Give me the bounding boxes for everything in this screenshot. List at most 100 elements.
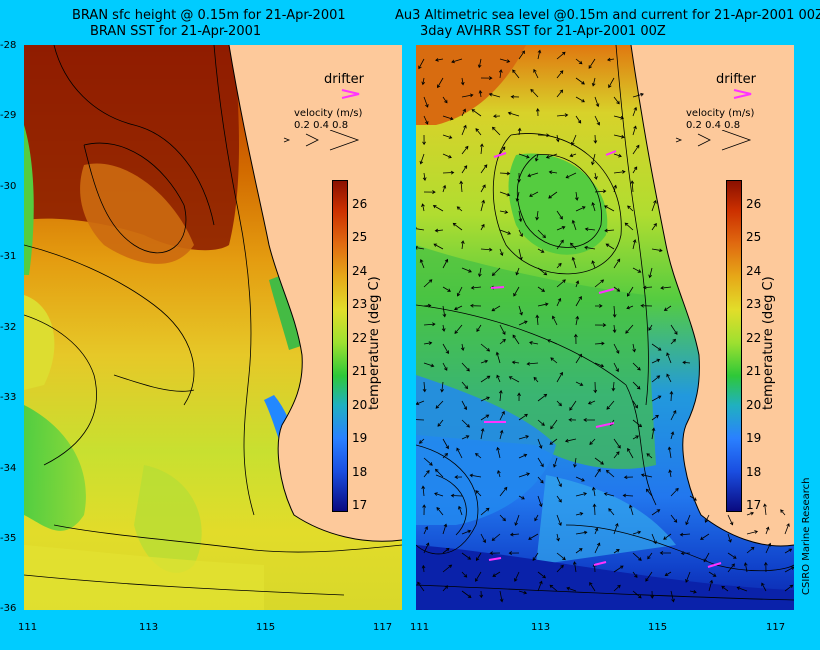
current-vector-arrow <box>478 89 483 98</box>
current-vector-arrow <box>556 495 562 503</box>
current-vector-arrow <box>632 530 642 535</box>
current-vector-arrow <box>434 468 444 478</box>
current-vector-arrow <box>491 267 501 276</box>
current-vector-arrow <box>423 322 436 327</box>
current-vector-arrow <box>416 245 425 250</box>
current-vector-arrow <box>480 396 490 402</box>
current-vector-arrow <box>575 58 583 65</box>
current-vector-arrow <box>517 392 521 402</box>
current-vector-arrow <box>607 57 615 62</box>
lat-tick: -30 <box>0 181 17 192</box>
current-vector-arrow <box>627 286 634 297</box>
current-vector-arrow <box>442 523 448 535</box>
current-vector-arrow <box>575 115 582 124</box>
current-vector-arrow <box>594 527 599 535</box>
current-vector-arrow <box>685 571 691 583</box>
current-vector-arrow <box>461 145 469 155</box>
current-vector-arrow <box>537 495 543 508</box>
current-vector-arrow <box>423 96 429 108</box>
credit-text: CSIRO Marine Research <box>801 477 812 595</box>
current-vector-arrow <box>640 303 653 308</box>
current-vector-arrow <box>456 447 463 459</box>
current-vector-arrow <box>453 305 463 311</box>
current-vector-arrow <box>518 472 531 478</box>
current-vector-arrow <box>784 548 793 554</box>
right-title-line2: 3day AVHRR SST for 21-Apr-2001 00Z <box>420 24 666 39</box>
current-vector-arrow <box>587 400 596 405</box>
current-vector-arrow <box>423 470 430 478</box>
current-vector-arrow <box>584 227 596 232</box>
current-vector-arrow <box>670 338 677 345</box>
current-vector-arrow <box>526 361 539 366</box>
current-vector-arrow <box>632 419 643 428</box>
colorbar-tick: 25 <box>352 230 368 244</box>
current-vector-arrow <box>499 58 511 63</box>
current-vector-arrow <box>663 305 672 311</box>
current-vector-arrow <box>584 245 596 250</box>
current-vector-arrow <box>460 343 465 351</box>
current-vector-arrow <box>492 571 501 577</box>
current-vector-arrow <box>670 431 675 440</box>
current-vector-arrow <box>458 505 463 516</box>
current-vector-arrow <box>575 206 586 212</box>
current-vector-arrow <box>499 171 511 176</box>
current-vector-arrow <box>556 514 562 527</box>
current-vector-arrow <box>461 419 470 428</box>
current-vector-arrow <box>537 419 545 426</box>
current-vector-arrow <box>613 343 620 354</box>
current-vector-arrow <box>469 473 482 478</box>
current-vector-arrow <box>571 219 577 231</box>
current-vector-arrow <box>548 191 558 199</box>
current-vector-arrow <box>608 508 615 516</box>
current-vector-arrow <box>689 590 697 594</box>
current-vector-arrow <box>461 435 470 440</box>
current-vector-arrow <box>575 476 585 482</box>
current-vector-arrow <box>454 475 463 479</box>
current-vector-arrow <box>496 446 501 459</box>
current-vector-arrow <box>680 551 691 556</box>
current-vector-arrow <box>499 324 506 336</box>
current-vector-arrow <box>555 134 560 143</box>
right-drifter-label: drifter <box>716 72 756 87</box>
colorbar-tick: 26 <box>352 197 368 211</box>
current-vector-arrow <box>651 533 657 545</box>
current-vector-arrow <box>632 106 638 117</box>
current-vector-arrow <box>456 286 463 297</box>
current-vector-arrow <box>592 503 597 516</box>
current-vector-arrow <box>746 511 755 516</box>
current-vector-arrow <box>594 542 601 554</box>
current-vector-arrow <box>476 324 482 332</box>
current-vector-arrow <box>556 400 562 407</box>
current-vector-arrow <box>533 68 539 79</box>
current-vector-arrow <box>623 475 634 480</box>
current-vector-arrow <box>474 452 482 459</box>
current-vector-arrow <box>632 343 636 353</box>
current-vector-arrow <box>556 476 562 488</box>
current-vector-arrow <box>784 584 794 592</box>
current-vector-arrow <box>566 586 577 592</box>
current-vector-arrow <box>651 343 662 351</box>
current-vector-arrow <box>591 77 596 87</box>
current-vector-arrow <box>422 381 427 393</box>
current-vector-arrow <box>647 552 653 560</box>
current-vector-arrow <box>419 258 425 269</box>
current-vector-arrow <box>575 96 585 103</box>
current-vector-arrow <box>627 447 634 459</box>
current-vector-arrow <box>569 242 577 250</box>
current-vector-arrow <box>594 457 604 465</box>
left-colorbar-ticks: 26 25 24 23 22 21 20 19 18 17 <box>352 180 372 512</box>
current-vector-arrow <box>511 360 520 365</box>
current-vector-arrow <box>556 533 560 542</box>
colorbar-tick: 24 <box>352 264 368 278</box>
current-vector-arrow <box>556 297 562 307</box>
current-vector-arrow <box>613 258 621 269</box>
right-colorbar <box>726 180 742 512</box>
current-vector-arrow <box>461 381 469 390</box>
current-vector-arrow <box>470 285 482 290</box>
current-vector-arrow <box>571 256 577 269</box>
current-vector-arrow <box>508 376 520 383</box>
current-vector-arrow <box>437 77 444 89</box>
current-vector-arrow <box>518 320 528 326</box>
current-vector-arrow <box>550 357 558 364</box>
current-vector-arrow <box>727 552 737 559</box>
